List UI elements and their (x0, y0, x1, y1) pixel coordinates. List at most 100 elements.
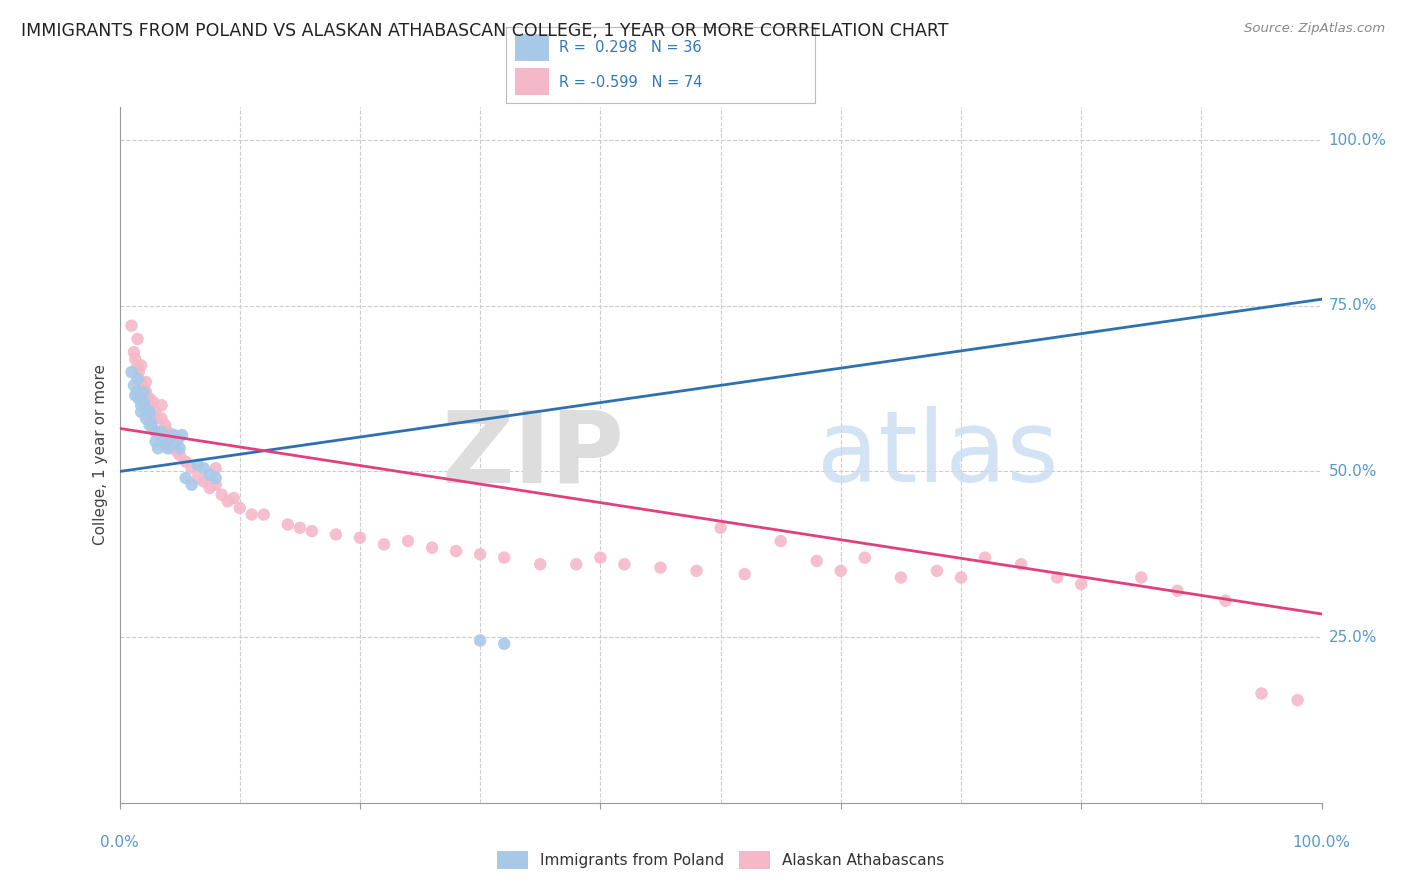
Point (187, 471, 209, 485)
Point (373, 537, 395, 551)
Point (121, 365, 143, 379)
Text: 25.0%: 25.0% (1329, 630, 1376, 645)
Point (127, 384, 149, 399)
Point (890, 570, 912, 584)
Point (156, 434, 179, 449)
Point (806, 554, 828, 568)
Point (494, 550, 516, 565)
Point (325, 527, 347, 541)
Text: 100.0%: 100.0% (1329, 133, 1386, 148)
Point (204, 477, 226, 491)
Point (138, 398, 160, 412)
Point (128, 365, 150, 379)
Point (222, 491, 245, 505)
Point (135, 384, 157, 399)
Point (1046, 570, 1069, 584)
Point (529, 558, 551, 572)
Point (132, 382, 155, 396)
Point (769, 534, 792, 549)
Y-axis label: College, 1 year or more: College, 1 year or more (93, 365, 108, 545)
Point (156, 442, 179, 456)
Point (162, 428, 184, 442)
Text: IMMIGRANTS FROM POLAND VS ALASKAN ATHABASCAN COLLEGE, 1 YEAR OR MORE CORRELATION: IMMIGRANTS FROM POLAND VS ALASKAN ATHABA… (21, 22, 949, 40)
Point (613, 558, 636, 572)
Point (204, 461, 226, 475)
Point (135, 401, 157, 416)
Point (128, 392, 150, 406)
Text: 100.0%: 100.0% (1292, 836, 1351, 850)
Point (153, 438, 176, 452)
Point (153, 418, 176, 433)
Point (159, 431, 181, 445)
Point (734, 567, 756, 582)
Point (198, 467, 221, 482)
Point (253, 508, 276, 522)
Point (142, 395, 165, 409)
Point (146, 442, 169, 456)
Point (650, 560, 672, 574)
Point (589, 550, 612, 565)
Point (170, 428, 193, 442)
Point (169, 442, 191, 456)
Text: atlas: atlas (817, 407, 1059, 503)
Point (853, 550, 876, 565)
Point (142, 421, 165, 435)
Point (135, 411, 157, 425)
Point (685, 564, 707, 578)
Point (1010, 558, 1032, 572)
Point (494, 637, 516, 651)
Point (217, 494, 239, 508)
Point (129, 398, 152, 412)
Legend: Immigrants from Poland, Alaskan Athabascans: Immigrants from Poland, Alaskan Athabasc… (491, 846, 950, 875)
Point (193, 461, 215, 475)
Point (180, 461, 202, 475)
Point (565, 558, 588, 572)
Point (129, 405, 152, 419)
Text: R =  0.298   N = 36: R = 0.298 N = 36 (558, 40, 702, 55)
Point (145, 425, 167, 439)
Point (204, 471, 226, 485)
Point (1070, 577, 1092, 591)
Point (129, 359, 152, 373)
Text: 75.0%: 75.0% (1329, 298, 1376, 313)
Point (949, 570, 972, 584)
Point (166, 444, 188, 458)
Point (138, 392, 160, 406)
Point (277, 517, 299, 532)
Point (174, 454, 197, 468)
Point (162, 428, 184, 442)
Point (121, 318, 143, 333)
Point (145, 425, 167, 439)
Point (150, 434, 173, 449)
Point (139, 415, 162, 429)
FancyBboxPatch shape (516, 34, 550, 61)
Point (180, 477, 202, 491)
Point (124, 388, 146, 402)
Point (150, 411, 173, 425)
Point (709, 521, 731, 535)
Point (138, 418, 160, 433)
FancyBboxPatch shape (516, 69, 550, 95)
Point (129, 375, 152, 389)
Point (150, 425, 173, 439)
Point (420, 541, 443, 555)
Point (1286, 693, 1309, 707)
Point (145, 405, 167, 419)
Point (925, 564, 948, 578)
Point (127, 332, 149, 346)
Point (240, 508, 263, 522)
Point (468, 547, 492, 561)
Point (1250, 686, 1272, 700)
Point (396, 534, 419, 549)
Text: ZIP: ZIP (441, 407, 624, 503)
Point (830, 564, 852, 578)
Point (145, 411, 167, 425)
Text: 50.0%: 50.0% (1329, 464, 1376, 479)
Point (145, 434, 167, 449)
Point (288, 521, 311, 535)
Point (122, 378, 145, 392)
Point (166, 434, 188, 449)
Point (127, 372, 149, 386)
Point (156, 425, 179, 439)
Point (1130, 570, 1153, 584)
